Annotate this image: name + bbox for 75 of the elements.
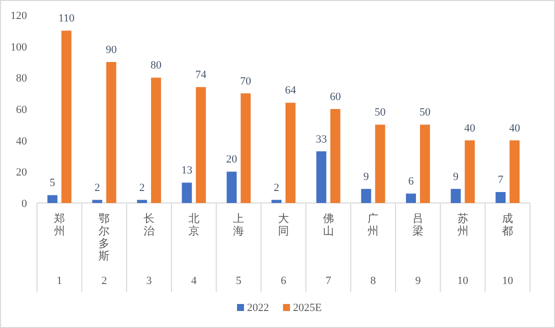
y-tick-label: 0 — [22, 198, 28, 210]
data-label: 13 — [181, 164, 193, 177]
bar — [450, 188, 461, 203]
data-label: 6 — [408, 176, 414, 188]
x-tick-label: 大同 — [278, 212, 289, 238]
data-label: 40 — [509, 122, 521, 134]
text: 1 — [56, 275, 62, 287]
x-tick-label: 上海 — [233, 212, 244, 238]
data-label: 5 — [50, 177, 56, 190]
data-label: 9 — [363, 170, 370, 183]
x-tick-label: 成都 — [502, 212, 514, 238]
text: 4 — [191, 275, 198, 287]
data-label: 7 — [498, 174, 504, 186]
text: 10 — [457, 275, 469, 287]
bar — [361, 188, 372, 203]
data-label: 9 — [453, 170, 460, 183]
x-tick-label: 北京 — [188, 212, 200, 238]
x-tick-label: 吕梁 — [412, 212, 424, 238]
bar — [47, 195, 58, 203]
y-tick-label: 80 — [16, 72, 28, 85]
data-label: 2 — [139, 182, 145, 194]
y-tick-label: 20 — [16, 166, 28, 179]
bar — [375, 124, 386, 203]
bar — [316, 151, 326, 203]
data-label: 20 — [226, 154, 238, 166]
text: 9 — [415, 275, 422, 287]
data-label: 33 — [316, 133, 328, 146]
bar — [240, 93, 251, 203]
x-tick-label: 苏州 — [457, 212, 468, 238]
bar — [137, 200, 148, 203]
data-label: 64 — [285, 84, 296, 97]
text: 6 — [280, 275, 287, 287]
text: 3 — [146, 275, 152, 287]
text: 7 — [326, 275, 332, 287]
text: 10 — [502, 275, 514, 287]
legend-label: 2025E — [293, 302, 322, 314]
data-label: 70 — [240, 75, 252, 88]
x-tick-label: 长治 — [144, 212, 155, 238]
y-tick-label: 60 — [16, 104, 28, 116]
x-tick-label: 佛山 — [322, 212, 334, 238]
data-label: 60 — [330, 91, 342, 103]
bar — [286, 102, 296, 203]
text: 2 — [101, 275, 107, 287]
bar — [406, 194, 416, 203]
bar — [61, 30, 72, 203]
data-label: 90 — [106, 44, 118, 56]
y-tick-label: 120 — [10, 10, 28, 22]
text: 8 — [370, 275, 376, 287]
bar — [496, 192, 506, 203]
x-tick-label: 鄂尔多斯 — [98, 212, 110, 262]
data-label: 80 — [150, 60, 162, 72]
bar — [226, 172, 237, 203]
data-label: 40 — [464, 122, 476, 134]
bar — [92, 200, 102, 203]
bar — [464, 140, 475, 203]
bar — [330, 109, 340, 203]
bar — [420, 124, 430, 203]
bar — [510, 140, 520, 203]
data-label: 50 — [419, 106, 431, 119]
bar — [151, 78, 162, 203]
data-label: 50 — [374, 106, 386, 119]
bar — [182, 182, 192, 203]
bar — [272, 200, 282, 203]
x-tick-label: 广州 — [368, 212, 379, 238]
data-label: 2 — [94, 182, 100, 194]
text: 5 — [236, 275, 242, 287]
bar — [196, 87, 206, 203]
y-tick-label: 100 — [10, 41, 28, 54]
x-tick-label: 郑州 — [54, 212, 65, 238]
y-tick-label: 40 — [16, 135, 28, 148]
data-label: 110 — [58, 12, 75, 25]
data-label: 74 — [195, 69, 207, 82]
bar — [106, 62, 116, 203]
legend-label: 2022 — [247, 302, 269, 314]
data-label: 2 — [274, 182, 280, 194]
